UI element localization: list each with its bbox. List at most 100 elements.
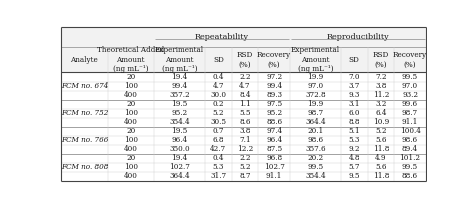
Text: 0.4: 0.4	[212, 154, 224, 162]
Text: 97.4: 97.4	[266, 127, 282, 135]
Text: 20: 20	[126, 100, 136, 108]
Text: 5.6: 5.6	[375, 136, 387, 144]
Text: 97.5: 97.5	[266, 100, 282, 108]
Text: Theoretical Added
Amount
(ng mL⁻¹): Theoretical Added Amount (ng mL⁻¹)	[97, 46, 164, 73]
Text: 357.2: 357.2	[169, 91, 190, 99]
Text: 350.0: 350.0	[169, 145, 190, 153]
Text: 20.2: 20.2	[307, 154, 323, 162]
Text: 9.5: 9.5	[348, 172, 360, 180]
Text: 3.7: 3.7	[348, 82, 360, 90]
Text: 99.4: 99.4	[266, 82, 282, 90]
Text: 0.4: 0.4	[212, 73, 224, 81]
Text: 97.0: 97.0	[307, 82, 323, 90]
Text: Reproducibility: Reproducibility	[327, 33, 389, 41]
Text: 96.4: 96.4	[172, 136, 188, 144]
Text: 88.6: 88.6	[402, 172, 418, 180]
Text: 2.2: 2.2	[239, 154, 251, 162]
Text: 20.1: 20.1	[307, 127, 324, 135]
Text: 1.1: 1.1	[239, 100, 251, 108]
Text: 5.6: 5.6	[375, 163, 387, 171]
Bar	[61, 27, 426, 73]
Text: 5.7: 5.7	[348, 163, 360, 171]
Text: 87.5: 87.5	[266, 145, 282, 153]
Text: 9.3: 9.3	[348, 91, 360, 99]
Text: 30.0: 30.0	[210, 91, 226, 99]
Text: 5.5: 5.5	[239, 109, 251, 117]
Text: Repeatability: Repeatability	[195, 33, 249, 41]
Text: Recovery
(%): Recovery (%)	[257, 51, 291, 69]
Text: 11.8: 11.8	[373, 172, 389, 180]
Text: 8.6: 8.6	[239, 118, 251, 126]
Text: 91.1: 91.1	[266, 172, 282, 180]
Text: 11.8: 11.8	[373, 145, 389, 153]
Text: 100: 100	[124, 82, 138, 90]
Text: 0.7: 0.7	[212, 127, 224, 135]
Text: 3.1: 3.1	[348, 100, 360, 108]
Text: 99.6: 99.6	[402, 100, 418, 108]
Text: Analyte: Analyte	[71, 56, 98, 64]
Text: 20: 20	[126, 127, 136, 135]
Text: 101.2: 101.2	[400, 154, 420, 162]
Text: 100.4: 100.4	[400, 127, 420, 135]
Text: 2.2: 2.2	[239, 73, 251, 81]
Text: 364.4: 364.4	[305, 118, 326, 126]
Text: FCM no. 766: FCM no. 766	[61, 136, 108, 144]
Text: 93.2: 93.2	[402, 91, 418, 99]
Text: 3.8: 3.8	[239, 127, 251, 135]
Text: FCM no. 752: FCM no. 752	[61, 109, 108, 117]
Text: 357.6: 357.6	[305, 145, 326, 153]
Text: 5.3: 5.3	[348, 136, 360, 144]
Text: 364.4: 364.4	[169, 172, 190, 180]
Text: 5.2: 5.2	[239, 163, 251, 171]
Text: 4.9: 4.9	[375, 154, 387, 162]
Text: 5.2: 5.2	[375, 127, 387, 135]
Text: 96.8: 96.8	[266, 154, 282, 162]
Text: 98.6: 98.6	[402, 136, 418, 144]
Text: 19.4: 19.4	[171, 73, 188, 81]
Text: 4.8: 4.8	[348, 154, 360, 162]
Text: 100: 100	[124, 163, 138, 171]
Text: 7.2: 7.2	[375, 73, 387, 81]
Text: 20: 20	[126, 73, 136, 81]
Text: SD: SD	[349, 56, 360, 64]
Text: 6.4: 6.4	[375, 109, 387, 117]
Text: 30.5: 30.5	[210, 118, 226, 126]
Text: Recovery
(%): Recovery (%)	[393, 51, 427, 69]
Text: 88.6: 88.6	[266, 118, 282, 126]
Text: 31.7: 31.7	[210, 172, 226, 180]
Text: 96.4: 96.4	[266, 136, 282, 144]
Text: RSD
(%): RSD (%)	[373, 51, 389, 69]
Text: 98.7: 98.7	[307, 109, 323, 117]
Text: 95.2: 95.2	[266, 109, 282, 117]
Text: 99.5: 99.5	[402, 163, 418, 171]
Text: 42.7: 42.7	[210, 145, 226, 153]
Text: 9.2: 9.2	[348, 145, 360, 153]
Text: 89.3: 89.3	[266, 91, 282, 99]
Text: 3.2: 3.2	[375, 100, 386, 108]
Text: 19.5: 19.5	[171, 127, 188, 135]
Text: 354.4: 354.4	[169, 118, 190, 126]
Text: 400: 400	[124, 91, 137, 99]
Text: 7.0: 7.0	[348, 73, 360, 81]
Text: 400: 400	[124, 145, 137, 153]
Text: 100: 100	[124, 136, 138, 144]
Text: 102.7: 102.7	[169, 163, 190, 171]
Text: 8.8: 8.8	[348, 118, 360, 126]
Text: Experimental
Amount
(ng mL⁻¹): Experimental Amount (ng mL⁻¹)	[155, 46, 204, 73]
Text: 5.3: 5.3	[212, 163, 224, 171]
Text: 12.2: 12.2	[237, 145, 253, 153]
Text: FCM no. 808: FCM no. 808	[61, 163, 108, 171]
Text: 8.4: 8.4	[239, 91, 251, 99]
Text: 10.9: 10.9	[373, 118, 389, 126]
Text: 19.9: 19.9	[307, 73, 324, 81]
Text: 7.1: 7.1	[239, 136, 251, 144]
Text: 6.0: 6.0	[348, 109, 360, 117]
Text: RSD
(%): RSD (%)	[237, 51, 253, 69]
Text: 8.7: 8.7	[239, 172, 251, 180]
Text: 99.5: 99.5	[402, 73, 418, 81]
Text: 11.2: 11.2	[373, 91, 389, 99]
Text: 19.9: 19.9	[307, 100, 324, 108]
Text: 95.2: 95.2	[172, 109, 188, 117]
Text: 400: 400	[124, 118, 137, 126]
Text: 20: 20	[126, 154, 136, 162]
